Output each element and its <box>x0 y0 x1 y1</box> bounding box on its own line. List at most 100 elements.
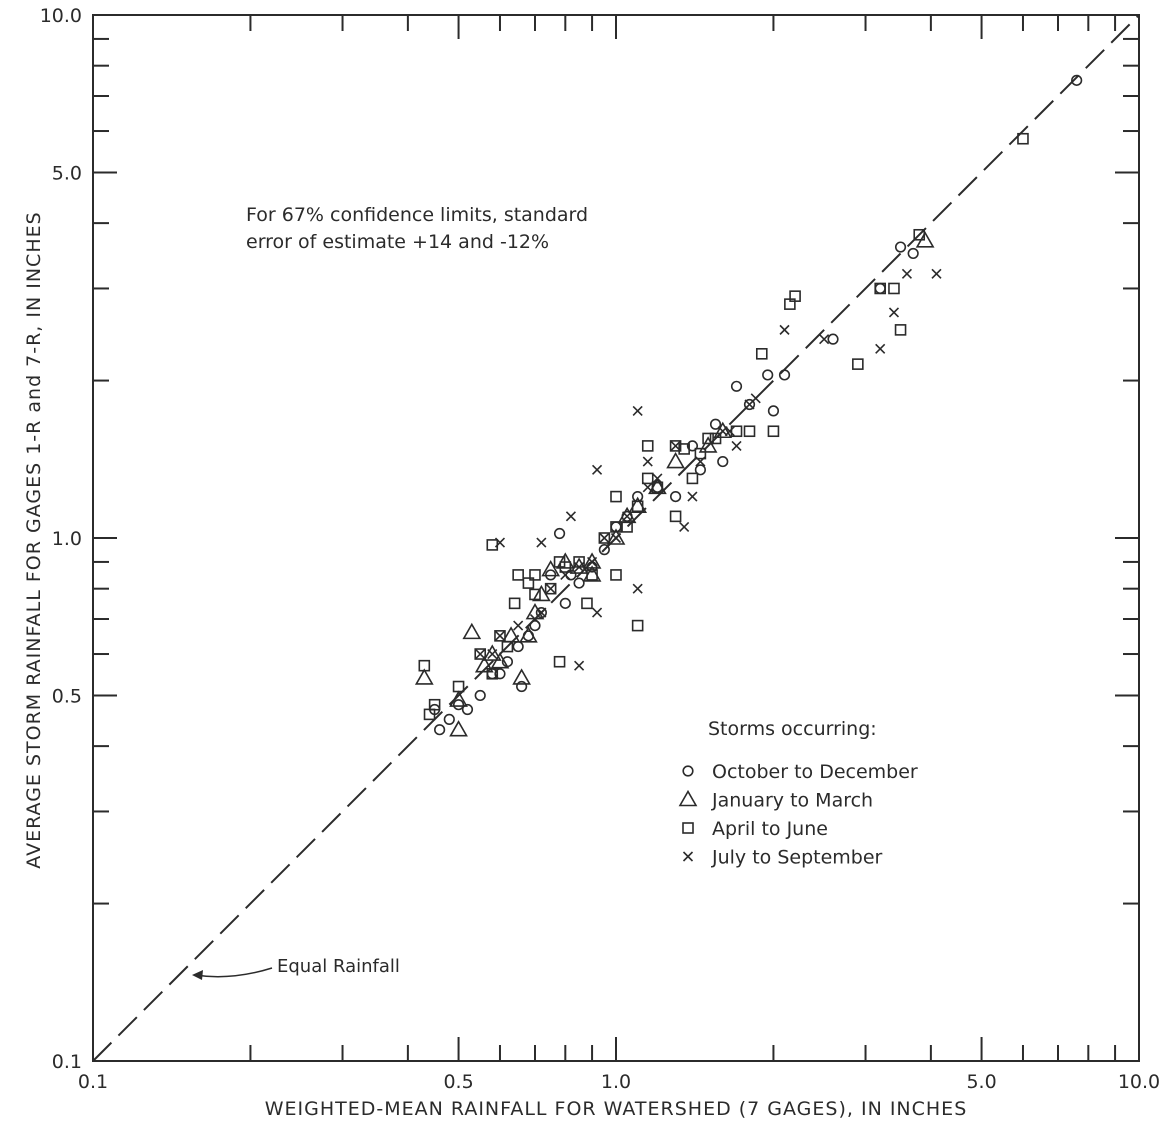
legend-label: October to December <box>712 761 918 783</box>
y-tick-label: 10.0 <box>40 5 82 27</box>
y-tick-label: 0.1 <box>52 1051 82 1073</box>
circle-point <box>561 599 571 609</box>
y-axis-label: AVERAGE STORM RAINFALL FOR GAGES 1-R and… <box>23 211 45 868</box>
x-point <box>680 522 689 531</box>
x-point <box>623 512 632 521</box>
x-point <box>476 650 485 659</box>
data-points <box>416 76 1081 736</box>
circle-point <box>574 578 584 588</box>
legend-label: July to September <box>711 847 883 869</box>
legend-title: Storms occurring: <box>708 718 877 740</box>
square-point <box>643 473 653 483</box>
square-point <box>896 325 906 335</box>
legend-marker-square <box>683 823 693 833</box>
square-point <box>611 570 621 580</box>
square-point <box>510 598 520 608</box>
circle-point <box>828 334 838 344</box>
x-point <box>688 492 697 501</box>
square-point <box>768 426 778 436</box>
square-point <box>454 682 464 692</box>
circle-point <box>444 715 454 725</box>
confidence-note-line-2: error of estimate +14 and -12% <box>246 231 549 253</box>
x-point <box>537 538 546 547</box>
square-point <box>671 511 681 521</box>
x-point <box>514 621 523 630</box>
circle-point <box>780 370 790 380</box>
circle-point <box>671 492 681 502</box>
x-axis-label: WEIGHTED-MEAN RAINFALL FOR WATERSHED (7 … <box>265 1098 968 1120</box>
x-point <box>780 325 789 334</box>
circle-point <box>769 406 779 416</box>
legend: Storms occurring: October to December Jan… <box>680 718 918 869</box>
circle-point <box>475 691 485 701</box>
y-tick-label: 5.0 <box>52 162 82 184</box>
circle-point <box>908 249 918 259</box>
square-point <box>889 283 899 293</box>
circle-point <box>513 642 523 652</box>
x-point <box>633 584 642 593</box>
circle-point <box>454 700 464 710</box>
x-point <box>488 650 497 659</box>
square-point <box>487 540 497 550</box>
x-point <box>820 335 829 344</box>
square-point <box>757 349 767 359</box>
square-point <box>687 473 697 483</box>
equal-rainfall-pointer <box>195 968 272 977</box>
circle-point <box>435 725 445 735</box>
x-point <box>575 661 584 670</box>
square-point <box>643 441 653 451</box>
legend-items: October to December January to March April… <box>680 761 918 869</box>
circle-point <box>718 457 728 467</box>
x-point <box>593 465 602 474</box>
square-point <box>633 621 643 631</box>
x-point <box>732 441 741 450</box>
x-point <box>889 308 898 317</box>
x-point <box>600 534 609 543</box>
equal-rainfall-arrowhead <box>192 970 203 980</box>
x-tick-label: 1.0 <box>601 1071 631 1093</box>
x-tick-label: 5.0 <box>966 1071 996 1093</box>
square-point <box>853 359 863 369</box>
x-tick-label: 0.5 <box>443 1071 473 1093</box>
circle-point <box>896 242 906 252</box>
y-tick-label: 1.0 <box>52 528 82 550</box>
x-point <box>751 394 760 403</box>
legend-marker-triangle <box>680 792 696 806</box>
square-point <box>555 657 565 667</box>
x-point <box>932 269 941 278</box>
x-point <box>588 557 597 566</box>
circle-point <box>555 529 565 539</box>
y-tick-labels: 0.1 0.5 1.0 5.0 10.0 <box>40 5 82 1073</box>
x-point <box>902 269 911 278</box>
legend-label: January to March <box>711 790 873 812</box>
confidence-note-line-1: For 67% confidence limits, standard <box>246 204 588 226</box>
x-tick-labels: 0.1 0.5 1.0 5.0 10.0 <box>78 1071 1160 1093</box>
circle-point <box>732 382 742 392</box>
circle-point <box>875 284 885 294</box>
x-tick-label: 10.0 <box>1118 1071 1160 1093</box>
circle-point <box>763 370 773 380</box>
triangle-point <box>451 722 467 736</box>
x-tick-label: 0.1 <box>78 1071 108 1093</box>
legend-label: April to June <box>712 818 828 840</box>
triangle-point <box>464 624 480 638</box>
square-point <box>745 426 755 436</box>
x-point <box>876 344 885 353</box>
x-point <box>566 512 575 521</box>
triangle-point <box>416 670 432 684</box>
x-point <box>546 584 555 593</box>
square-point <box>582 598 592 608</box>
circle-point <box>633 492 643 502</box>
x-point <box>633 406 642 415</box>
equal-rainfall-label: Equal Rainfall <box>277 956 400 977</box>
triangle-point <box>668 454 684 468</box>
square-point <box>513 570 523 580</box>
square-point <box>611 492 621 502</box>
x-point <box>593 608 602 617</box>
square-point <box>633 501 643 511</box>
legend-marker-circle <box>683 766 693 776</box>
x-point <box>643 457 652 466</box>
y-tick-label: 0.5 <box>52 685 82 707</box>
legend-marker-x <box>684 852 693 861</box>
